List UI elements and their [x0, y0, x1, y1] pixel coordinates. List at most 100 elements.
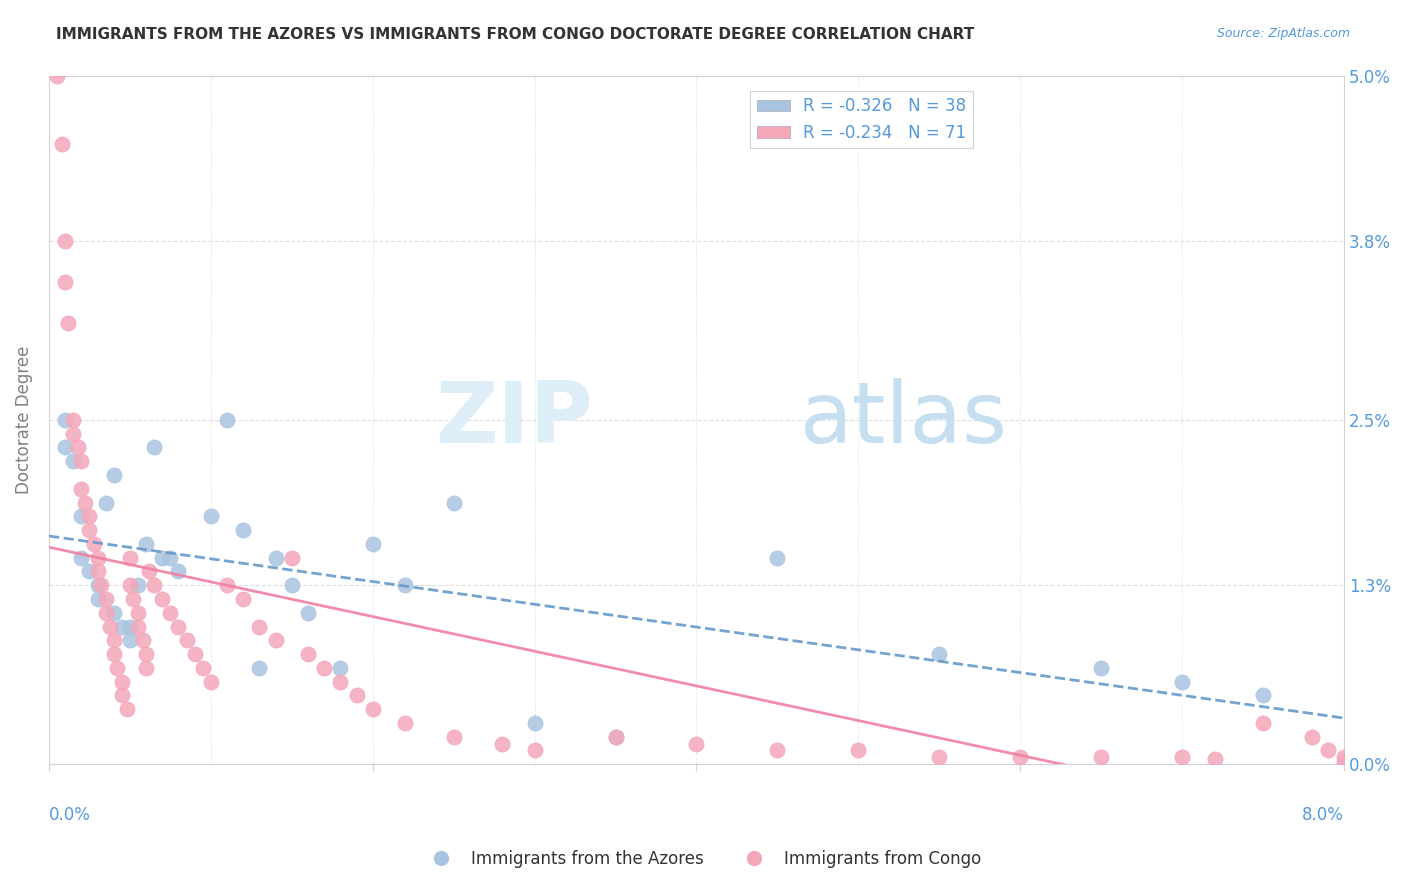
Point [523, 743, 546, 757]
Point [103, 647, 125, 661]
Point [127, 578, 149, 592]
Point [232, 591, 254, 606]
Point [443, 495, 465, 509]
Point [848, 743, 870, 757]
Point [70, 482, 93, 496]
Point [1010, 750, 1032, 764]
Point [53, 413, 76, 427]
Point [62, 426, 84, 441]
Point [928, 647, 950, 661]
Point [1251, 715, 1274, 730]
Point [62, 413, 84, 427]
Y-axis label: Doctorate Degree: Doctorate Degree [15, 346, 32, 494]
Point [79, 565, 101, 579]
Point [118, 550, 141, 565]
Text: ZIP: ZIP [434, 378, 593, 461]
Point [135, 647, 157, 661]
Point [200, 509, 222, 524]
Point [105, 661, 128, 675]
Text: Source: ZipAtlas.com: Source: ZipAtlas.com [1216, 27, 1350, 40]
Point [143, 578, 166, 592]
Point [297, 606, 319, 620]
Point [329, 674, 352, 689]
Point [103, 606, 125, 620]
Point [118, 633, 141, 648]
Point [1301, 730, 1323, 744]
Point [150, 591, 173, 606]
Point [70, 509, 93, 524]
Point [1251, 689, 1274, 703]
Point [67, 441, 90, 455]
Point [183, 647, 205, 661]
Point [94, 591, 117, 606]
Point [281, 550, 304, 565]
Point [127, 619, 149, 633]
Legend: Immigrants from the Azores, Immigrants from Congo: Immigrants from the Azores, Immigrants f… [418, 844, 988, 875]
Point [86, 565, 108, 579]
Point [394, 578, 416, 592]
Point [167, 619, 190, 633]
Point [1090, 661, 1112, 675]
Point [1333, 750, 1355, 764]
Point [928, 750, 950, 764]
Point [346, 689, 368, 703]
Point [118, 578, 141, 592]
Point [79, 509, 101, 524]
Point [103, 633, 125, 648]
Point [53, 275, 76, 289]
Point [73, 495, 96, 509]
Legend: R = -0.326   N = 38, R = -0.234   N = 71: R = -0.326 N = 38, R = -0.234 N = 71 [749, 91, 973, 148]
Point [115, 702, 138, 716]
Point [79, 523, 101, 537]
Point [1171, 750, 1194, 764]
Point [523, 715, 546, 730]
Point [86, 591, 108, 606]
Point [249, 619, 271, 633]
Point [264, 550, 287, 565]
Point [200, 674, 222, 689]
Point [159, 606, 181, 620]
Point [58, 317, 80, 331]
Text: atlas: atlas [800, 378, 1008, 461]
Point [46, 69, 69, 83]
Point [1090, 750, 1112, 764]
Point [394, 715, 416, 730]
Point [94, 495, 117, 509]
Text: IMMIGRANTS FROM THE AZORES VS IMMIGRANTS FROM CONGO DOCTORATE DEGREE CORRELATION: IMMIGRANTS FROM THE AZORES VS IMMIGRANTS… [56, 27, 974, 42]
Point [51, 137, 73, 152]
Point [159, 550, 181, 565]
Point [62, 454, 84, 468]
Point [150, 550, 173, 565]
Point [685, 737, 707, 751]
Point [215, 578, 238, 592]
Point [167, 565, 190, 579]
Point [176, 633, 198, 648]
Point [100, 619, 122, 633]
Point [361, 702, 384, 716]
Point [122, 591, 145, 606]
Point [111, 689, 134, 703]
Point [53, 441, 76, 455]
Text: 0.0%: 0.0% [49, 805, 91, 823]
Point [491, 737, 513, 751]
Point [297, 647, 319, 661]
Point [118, 619, 141, 633]
Point [1333, 755, 1355, 769]
Point [1316, 743, 1339, 757]
Point [232, 523, 254, 537]
Point [70, 550, 93, 565]
Point [135, 537, 157, 551]
Point [103, 468, 125, 483]
Point [443, 730, 465, 744]
Point [605, 730, 627, 744]
Point [111, 619, 134, 633]
Point [1204, 752, 1226, 766]
Point [138, 565, 160, 579]
Point [111, 674, 134, 689]
Point [215, 413, 238, 427]
Point [1171, 674, 1194, 689]
Point [314, 661, 336, 675]
Point [249, 661, 271, 675]
Point [143, 441, 166, 455]
Point [281, 578, 304, 592]
